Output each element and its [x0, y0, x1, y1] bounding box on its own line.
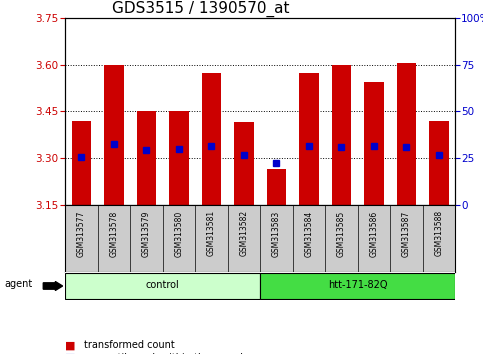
Bar [429, 121, 449, 205]
Text: GSM313588: GSM313588 [434, 210, 443, 257]
Bar [234, 122, 254, 205]
Bar [260, 273, 455, 299]
Bar [267, 169, 286, 205]
Bar [137, 112, 156, 205]
Text: GSM313585: GSM313585 [337, 210, 346, 257]
Text: GSM313584: GSM313584 [304, 210, 313, 257]
Text: GSM313586: GSM313586 [369, 210, 378, 257]
Text: GSM313581: GSM313581 [207, 210, 216, 257]
Bar [397, 63, 416, 205]
Bar [331, 65, 351, 205]
Text: ■: ■ [65, 340, 75, 350]
Text: GSM313577: GSM313577 [77, 210, 86, 257]
Text: GSM313587: GSM313587 [402, 210, 411, 257]
Text: control: control [146, 280, 179, 290]
Bar [65, 273, 260, 299]
Text: GSM313578: GSM313578 [109, 210, 118, 257]
Text: GDS3515 / 1390570_at: GDS3515 / 1390570_at [112, 0, 289, 17]
Bar [104, 65, 124, 205]
Text: ■: ■ [65, 353, 75, 354]
Text: GSM313583: GSM313583 [272, 210, 281, 257]
Bar [364, 82, 384, 205]
Text: GSM313582: GSM313582 [239, 210, 248, 257]
Text: GSM313580: GSM313580 [174, 210, 183, 257]
Text: percentile rank within the sample: percentile rank within the sample [85, 353, 249, 354]
Bar [201, 73, 221, 205]
Bar [299, 73, 318, 205]
Text: GSM313579: GSM313579 [142, 210, 151, 257]
Bar [71, 121, 91, 205]
Text: agent: agent [5, 279, 33, 289]
Bar [169, 112, 188, 205]
Text: transformed count: transformed count [85, 340, 175, 350]
Text: htt-171-82Q: htt-171-82Q [328, 280, 387, 290]
